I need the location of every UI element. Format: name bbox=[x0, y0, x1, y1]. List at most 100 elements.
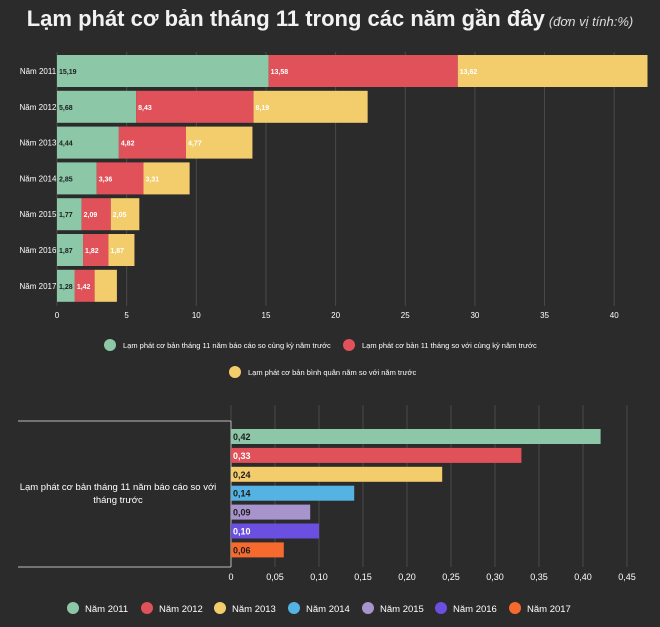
data-label-2: 0,10 bbox=[233, 527, 251, 537]
bar-0 bbox=[231, 429, 601, 444]
data-label: 1,87 bbox=[59, 248, 73, 255]
legend-label-2: Lạm phát cơ bản bình quân năm so với năm… bbox=[248, 368, 416, 377]
legend-label-1: Lạm phát cơ bản 11 tháng so với cùng kỳ … bbox=[362, 341, 537, 350]
bar-segment-s2-r1 bbox=[253, 90, 368, 123]
category-label: Năm 2013 bbox=[20, 139, 57, 148]
bar-2 bbox=[231, 466, 443, 482]
data-label-2: 0,33 bbox=[233, 451, 251, 461]
data-label-2: 0,09 bbox=[233, 508, 251, 518]
x-tick-label-2: 0,35 bbox=[530, 572, 548, 582]
bar-segment-s1-r0 bbox=[268, 55, 458, 87]
x-tick-label-2: 0,05 bbox=[266, 572, 284, 582]
data-label: 1,82 bbox=[85, 248, 99, 255]
x-tick-label: 30 bbox=[470, 311, 479, 320]
legend2-label-4: Năm 2015 bbox=[380, 604, 424, 615]
bar-segment-s1-r3 bbox=[96, 162, 144, 195]
legend2-label-6: Năm 2017 bbox=[527, 604, 571, 615]
x-tick-label-2: 0,25 bbox=[442, 572, 460, 582]
x-tick-label-2: 0,40 bbox=[574, 572, 592, 582]
bar-5 bbox=[231, 523, 319, 539]
legend2-marker-2 bbox=[214, 602, 226, 614]
data-label: 8,19 bbox=[256, 105, 270, 112]
legend-label-0: Lạm phát cơ bản tháng 11 năm báo cáo so … bbox=[123, 341, 331, 350]
x-tick-label-2: 0,30 bbox=[486, 572, 504, 582]
bar-segment-s2-r6 bbox=[94, 269, 117, 302]
bar-segment-s1-r1 bbox=[136, 90, 254, 123]
legend2-marker-6 bbox=[509, 602, 521, 614]
category-label: Năm 2016 bbox=[20, 246, 57, 255]
data-label-2: 0,42 bbox=[233, 432, 251, 442]
legend2-label-1: Năm 2012 bbox=[159, 604, 203, 615]
data-label-2: 0,14 bbox=[233, 489, 251, 499]
x-tick-label: 20 bbox=[331, 311, 340, 320]
legend2-marker-5 bbox=[435, 602, 447, 614]
bar-segment-s0-r3 bbox=[57, 162, 97, 195]
legend2-label-3: Năm 2014 bbox=[306, 604, 350, 615]
bar-segment-s0-r5 bbox=[57, 234, 84, 266]
x-tick-label: 10 bbox=[192, 311, 201, 320]
x-tick-label: 25 bbox=[401, 311, 410, 320]
bar-segment-s2-r4 bbox=[110, 198, 140, 231]
x-tick-label-2: 0,45 bbox=[618, 572, 636, 582]
data-label: 1,42 bbox=[77, 284, 91, 291]
bar-1 bbox=[231, 447, 522, 463]
bar-segment-s2-r0 bbox=[457, 55, 648, 87]
bar-segment-s1-r4 bbox=[81, 198, 111, 231]
legend-marker-1 bbox=[343, 339, 355, 351]
data-label: 3,36 bbox=[99, 176, 113, 183]
data-label: 2,05 bbox=[113, 212, 127, 219]
data-label: 13,62 bbox=[460, 69, 478, 76]
category-label: Năm 2014 bbox=[20, 174, 57, 183]
bar-segment-s2-r3 bbox=[143, 162, 190, 195]
data-label: 5,68 bbox=[59, 105, 73, 112]
bar-segment-s0-r0 bbox=[57, 55, 269, 87]
data-label: 15,19 bbox=[59, 69, 77, 76]
category-label: Năm 2012 bbox=[20, 103, 57, 112]
bar-segment-s1-r6 bbox=[74, 269, 95, 302]
x-tick-label-2: 0,15 bbox=[354, 572, 372, 582]
legend-marker-0 bbox=[104, 339, 116, 351]
data-label: 4,82 bbox=[121, 141, 135, 148]
data-label: 3,31 bbox=[146, 176, 160, 183]
data-label-2: 0,24 bbox=[233, 470, 251, 480]
data-label: 1,28 bbox=[59, 284, 73, 291]
x-tick-label-2: 0,20 bbox=[398, 572, 416, 582]
category-label-2: tháng trước bbox=[93, 495, 143, 506]
bar-3 bbox=[231, 485, 355, 501]
legend-marker-2 bbox=[229, 366, 241, 378]
legend2-label-0: Năm 2011 bbox=[85, 604, 128, 615]
category-label: Năm 2017 bbox=[20, 282, 57, 291]
category-label: Năm 2015 bbox=[20, 210, 57, 219]
x-tick-label-2: 0 bbox=[228, 572, 233, 582]
bar-4 bbox=[231, 504, 311, 520]
bar-segment-s0-r2 bbox=[57, 126, 119, 159]
data-label: 4,44 bbox=[59, 141, 73, 148]
bar-segment-s1-r5 bbox=[83, 234, 109, 266]
legend2-marker-4 bbox=[362, 602, 374, 614]
data-label: 1,87 bbox=[110, 248, 124, 255]
legend2-label-2: Năm 2013 bbox=[232, 604, 276, 615]
x-tick-label: 0 bbox=[55, 311, 60, 320]
data-label: 13,58 bbox=[271, 69, 289, 76]
data-label-2: 0,06 bbox=[233, 545, 251, 555]
bar-6 bbox=[231, 542, 284, 558]
category-label-2: Lạm phát cơ bản tháng 11 năm báo cáo so … bbox=[20, 482, 217, 493]
x-tick-label: 40 bbox=[610, 311, 619, 320]
data-label: 1,77 bbox=[59, 212, 73, 219]
legend2-marker-1 bbox=[141, 602, 153, 614]
legend2-marker-3 bbox=[288, 602, 300, 614]
title-main: Lạm phát cơ bản tháng 11 trong các năm g… bbox=[26, 6, 545, 31]
x-tick-label: 5 bbox=[124, 311, 129, 320]
bar-segment-s0-r1 bbox=[57, 90, 137, 123]
x-tick-label-2: 0,10 bbox=[310, 572, 328, 582]
data-label: 2,09 bbox=[84, 212, 98, 219]
data-label: 2,85 bbox=[59, 176, 73, 183]
bar-segment-s2-r2 bbox=[185, 126, 253, 159]
title-unit: (đơn vị tính:%) bbox=[548, 14, 634, 29]
chart-title: Lạm phát cơ bản tháng 11 trong các năm g… bbox=[0, 6, 660, 32]
category-label: Năm 2011 bbox=[20, 67, 57, 76]
x-tick-label: 35 bbox=[540, 311, 549, 320]
data-label: 4,77 bbox=[188, 141, 202, 148]
